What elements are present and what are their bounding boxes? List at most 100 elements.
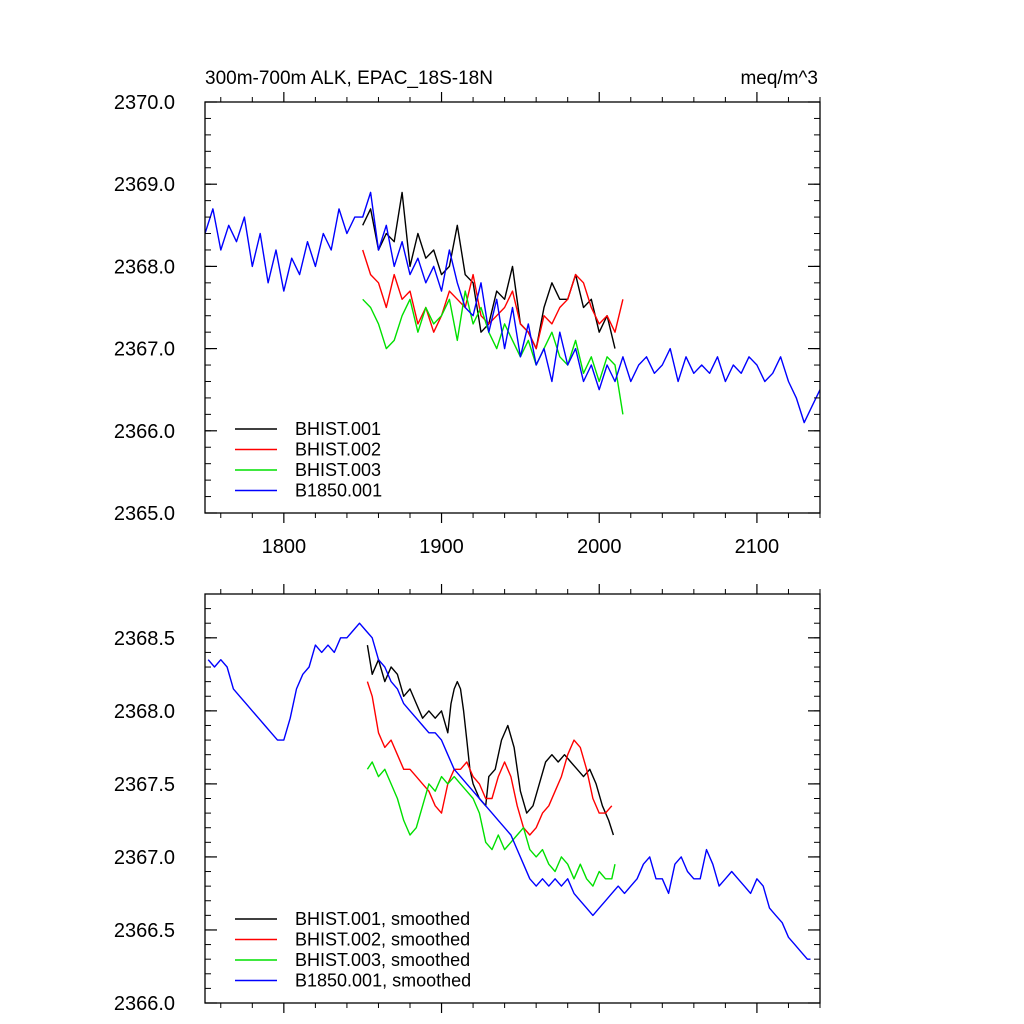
data-point-bhist-003 [607, 356, 608, 357]
data-point-bhist-002 [449, 291, 450, 292]
data-point-bhist-003-smoothed [498, 834, 499, 835]
data-point-bhist-001-smoothed [596, 783, 597, 784]
data-point-bhist-001-smoothed [397, 674, 398, 675]
data-point-bhist-003 [417, 332, 418, 333]
data-point-b1850-001-smoothed [365, 630, 366, 631]
data-point-b1850-001 [772, 373, 773, 374]
data-point-bhist-002-smoothed [428, 791, 429, 792]
data-point-b1850-001-smoothed [466, 783, 467, 784]
data-point-b1850-001 [733, 364, 734, 365]
data-point-b1850-001 [346, 233, 347, 234]
data-point-bhist-002 [614, 332, 615, 333]
data-point-bhist-001 [425, 258, 426, 259]
data-point-b1850-001 [315, 266, 316, 267]
data-point-bhist-003-smoothed [542, 849, 543, 850]
data-point-b1850-001 [488, 332, 489, 333]
data-point-bhist-003-smoothed [548, 864, 549, 865]
data-point-bhist-001-smoothed [457, 681, 458, 682]
data-point-b1850-001 [323, 233, 324, 234]
data-point-bhist-002 [496, 315, 497, 316]
data-point-bhist-001-smoothed [447, 732, 448, 733]
data-point-b1850-001-smoothed [309, 666, 310, 667]
data-point-bhist-001-smoothed [608, 820, 609, 821]
data-point-bhist-003 [504, 323, 505, 324]
data-point-bhist-003-smoothed [614, 864, 615, 865]
data-point-bhist-001 [473, 282, 474, 283]
data-point-b1850-001 [260, 233, 261, 234]
x-tick-label: 2100 [735, 536, 780, 558]
data-point-b1850-001-smoothed [542, 878, 543, 879]
data-point-b1850-001-smoothed [573, 893, 574, 894]
data-point-b1850-001 [331, 249, 332, 250]
data-point-b1850-001 [236, 241, 237, 242]
data-point-bhist-002-smoothed [473, 776, 474, 777]
data-point-bhist-003-smoothed [517, 834, 518, 835]
data-point-b1850-001-smoothed [208, 659, 209, 660]
y-tick-label: 2368.0 [114, 256, 175, 278]
data-point-b1850-001 [417, 258, 418, 259]
data-point-b1850-001 [764, 381, 765, 382]
series-line-bhist-003 [362, 290, 624, 415]
legend-label: BHIST.003 [295, 460, 381, 480]
series-line-bhist-003-smoothed [366, 761, 616, 887]
legend-label: BHIST.002 [295, 440, 381, 460]
data-point-bhist-002 [528, 332, 529, 333]
data-point-b1850-001 [614, 381, 615, 382]
data-point-bhist-003-smoothed [529, 849, 530, 850]
data-point-bhist-002-smoothed [391, 740, 392, 741]
top-panel-alkalinity-raw: 1800 1900 2000 2100 2365.0 2366.0 2367.0 2368.0… [114, 68, 821, 558]
data-point-bhist-001 [441, 274, 442, 275]
data-point-b1850-001 [780, 356, 781, 357]
data-point-bhist-001-smoothed [526, 813, 527, 814]
data-point-bhist-003 [370, 307, 371, 308]
data-point-b1850-001 [275, 249, 276, 250]
data-point-bhist-003-smoothed [567, 864, 568, 865]
data-point-bhist-002-smoothed [466, 761, 467, 762]
data-point-bhist-001 [496, 291, 497, 292]
data-point-bhist-001-smoothed [416, 703, 417, 704]
data-point-b1850-001 [812, 406, 813, 407]
data-point-b1850-001 [354, 217, 355, 218]
data-point-bhist-002 [543, 315, 544, 316]
data-point-b1850-001-smoothed [782, 922, 783, 923]
data-point-bhist-002-smoothed [605, 813, 606, 814]
data-point-b1850-001-smoothed [441, 740, 442, 741]
data-point-b1850-001 [433, 266, 434, 267]
data-point-b1850-001 [480, 282, 481, 283]
data-point-b1850-001 [725, 381, 726, 382]
data-point-b1850-001 [804, 422, 805, 423]
data-point-b1850-001-smoothed [227, 666, 228, 667]
data-point-bhist-003 [425, 307, 426, 308]
data-point-bhist-003-smoothed [466, 791, 467, 792]
data-point-b1850-001-smoothed [485, 805, 486, 806]
data-point-bhist-001-smoothed [435, 718, 436, 719]
data-point-b1850-001-smoothed [731, 871, 732, 872]
data-point-b1850-001-smoothed [283, 740, 284, 741]
data-point-b1850-001 [496, 299, 497, 300]
data-point-bhist-002 [362, 249, 363, 250]
data-point-bhist-003 [433, 323, 434, 324]
data-point-bhist-001 [614, 348, 615, 349]
data-point-b1850-001-smoothed [763, 886, 764, 887]
data-point-bhist-002-smoothed [555, 791, 556, 792]
data-point-bhist-001 [551, 282, 552, 283]
data-point-b1850-001-smoothed [630, 886, 631, 887]
y-tick-label: 2366.0 [114, 421, 175, 443]
data-point-b1850-001 [591, 364, 592, 365]
data-point-bhist-003 [402, 315, 403, 316]
data-point-bhist-003 [575, 340, 576, 341]
data-point-bhist-003-smoothed [504, 849, 505, 850]
data-point-b1850-001 [575, 348, 576, 349]
data-point-bhist-002-smoothed [517, 805, 518, 806]
data-point-b1850-001-smoothed [517, 849, 518, 850]
chart-title: 300m-700m ALK, EPAC_18S-18N [205, 68, 493, 89]
data-point-b1850-001 [228, 225, 229, 226]
data-point-b1850-001-smoothed [321, 652, 322, 653]
data-point-bhist-002 [402, 299, 403, 300]
data-point-b1850-001 [504, 348, 505, 349]
data-point-bhist-003-smoothed [605, 878, 606, 879]
data-point-bhist-003 [551, 332, 552, 333]
data-point-bhist-001 [465, 274, 466, 275]
data-point-b1850-001 [551, 381, 552, 382]
